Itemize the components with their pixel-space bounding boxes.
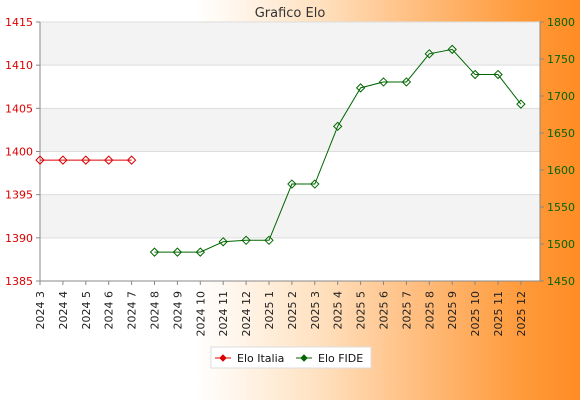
grid-band [40, 22, 540, 66]
x-tick-label: 2025 9 [446, 291, 459, 330]
data-point [401, 77, 412, 87]
left-tick-label: 1415 [5, 16, 33, 29]
x-tick-label: 2025 12 [515, 291, 528, 337]
x-tick-label: 2024 4 [57, 291, 70, 330]
left-tick-label: 1385 [5, 275, 33, 288]
data-point [81, 155, 91, 165]
x-tick-label: 2024 9 [171, 291, 184, 330]
right-tick-label: 1450 [547, 275, 575, 288]
data-point [126, 155, 137, 165]
data-point [516, 99, 526, 109]
left-tick-label: 1395 [5, 189, 33, 202]
data-point [103, 155, 114, 165]
chart-title: Grafico Elo [255, 6, 326, 21]
right-tick-label: 1750 [547, 53, 575, 66]
x-tick-label: 2025 1 [263, 291, 276, 330]
left-tick-label: 1390 [5, 232, 33, 245]
right-tick-label: 1600 [547, 164, 575, 177]
left-tick-label: 1410 [5, 59, 33, 72]
data-point [172, 247, 183, 257]
x-tick-label: 2024 7 [126, 291, 139, 330]
data-point [424, 49, 435, 59]
x-tick-label: 2025 3 [309, 291, 322, 330]
legend: Elo Italia Elo FIDE [210, 346, 372, 369]
legend-box [210, 346, 372, 369]
data-point [264, 235, 274, 246]
data-point [287, 179, 297, 189]
legend-label: Elo Italia [237, 352, 284, 365]
x-tick-label: 2024 6 [103, 291, 116, 330]
right-tick-label: 1650 [547, 127, 575, 140]
x-tick-label: 2024 3 [34, 291, 47, 330]
data-point [332, 121, 343, 132]
x-tick-label: 2025 2 [286, 291, 299, 330]
data-point [241, 235, 251, 246]
legend-swatch-marker [219, 354, 227, 362]
x-tick-label: 2025 6 [378, 291, 391, 330]
x-tick-label: 2024 10 [194, 291, 207, 337]
x-tick-label: 2024 8 [149, 291, 162, 330]
grid-band [40, 194, 540, 238]
data-point [493, 69, 503, 80]
data-point [149, 247, 160, 257]
right-tick-label: 1700 [547, 90, 575, 103]
right-tick-label: 1550 [547, 201, 575, 214]
data-point [378, 77, 389, 87]
data-point [195, 247, 206, 257]
data-point [447, 44, 457, 55]
legend-swatch-marker [300, 354, 308, 362]
x-tick-label: 2024 12 [240, 291, 253, 337]
grid-band [40, 108, 540, 152]
data-point [218, 237, 228, 247]
x-tick-label: 2025 10 [469, 291, 482, 337]
left-tick-label: 1400 [5, 146, 33, 159]
data-point [355, 83, 366, 93]
x-tick-label: 2025 11 [492, 291, 505, 337]
x-tick-label: 2024 11 [217, 291, 230, 337]
x-tick-label: 2025 4 [332, 291, 345, 330]
data-point [58, 155, 68, 165]
data-point [35, 155, 45, 165]
left-tick-label: 1405 [5, 102, 33, 115]
x-tick-label: 2024 5 [80, 291, 93, 330]
legend-label: Elo FIDE [318, 352, 363, 365]
data-point [470, 69, 480, 80]
x-tick-label: 2025 7 [400, 291, 413, 330]
data-point [310, 179, 320, 189]
right-tick-label: 1800 [547, 16, 575, 29]
x-tick-label: 2025 8 [423, 291, 436, 330]
right-tick-label: 1500 [547, 238, 575, 251]
x-tick-label: 2025 5 [355, 291, 368, 330]
series-line-elo-fide [154, 48, 522, 253]
